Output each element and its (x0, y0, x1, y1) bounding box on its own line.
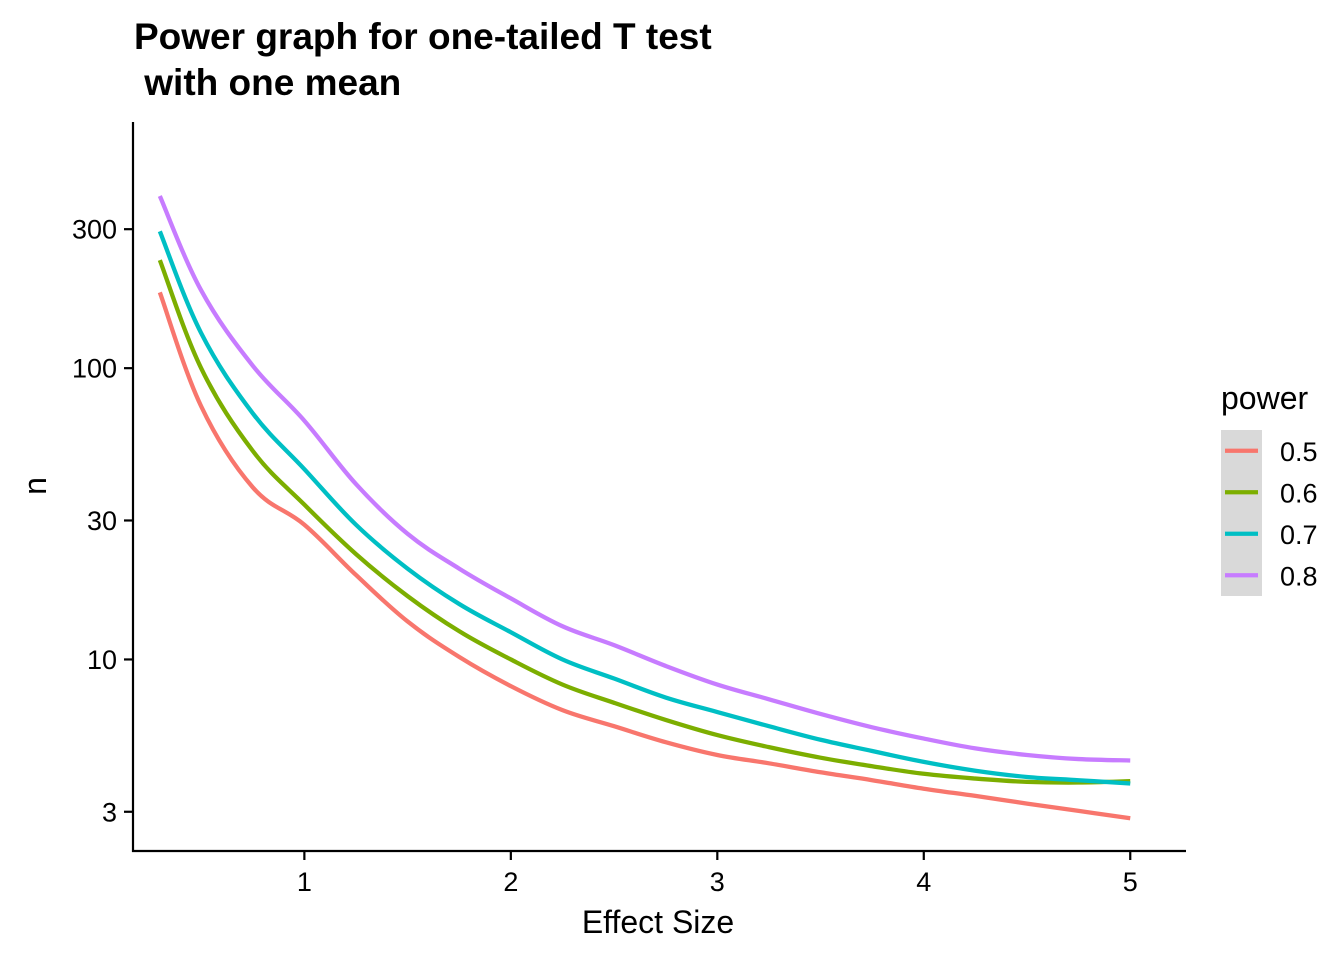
y-axis-ticks: 3 10 30 100 300 (72, 215, 133, 827)
x-axis-title: Effect Size (582, 904, 734, 940)
legend-item-label: 0.8 (1280, 561, 1318, 591)
y-tick-label: 10 (87, 645, 117, 675)
legend-item-label: 0.7 (1280, 520, 1318, 550)
legend-title: power (1221, 380, 1309, 416)
data-series (157, 195, 1131, 821)
legend-item-label: 0.5 (1280, 437, 1318, 467)
x-tick-label: 5 (1123, 867, 1138, 897)
legend-items: 0.5 0.6 0.7 0.8 (1225, 437, 1318, 591)
y-tick-label: 30 (87, 506, 117, 536)
series-line-0-6 (157, 259, 1131, 785)
legend: power 0.5 0.6 0.7 0.8 (1221, 380, 1318, 596)
chart-title: Power graph for one-tailed T test with o… (134, 16, 712, 103)
series-line-0-7 (157, 230, 1131, 786)
y-axis-title: n (17, 477, 53, 495)
y-tick-label: 3 (102, 797, 117, 827)
series-line-0-8 (157, 195, 1131, 763)
legend-item-label: 0.6 (1280, 478, 1318, 508)
x-tick-label: 1 (297, 867, 312, 897)
x-tick-label: 4 (916, 867, 931, 897)
y-tick-label: 300 (72, 215, 117, 245)
series-line-0-5 (157, 291, 1131, 821)
legend-key-background (1221, 430, 1262, 596)
y-tick-label: 100 (72, 354, 117, 384)
chart-title-line-1: Power graph for one-tailed T test (134, 16, 712, 57)
x-tick-label: 3 (710, 867, 725, 897)
x-tick-label: 2 (503, 867, 518, 897)
x-axis-ticks: 1 2 3 4 5 (297, 851, 1138, 897)
chart-title-line-2: with one mean (134, 62, 401, 103)
